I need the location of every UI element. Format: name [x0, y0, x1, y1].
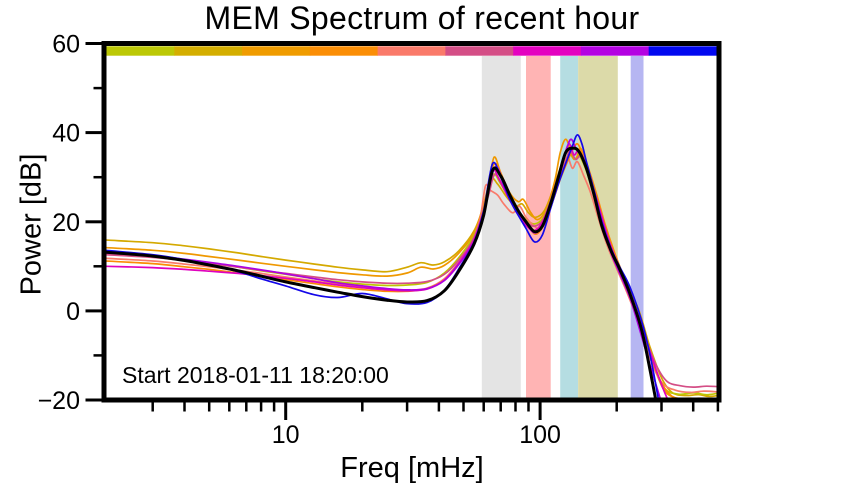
- y-tick-label: 0: [66, 298, 80, 326]
- time-segment-9: [648, 46, 717, 56]
- chart-title: MEM Spectrum of recent hour: [204, 0, 640, 36]
- y-tick-label: 60: [52, 31, 80, 59]
- time-segment-3: [242, 46, 311, 56]
- time-segment-7: [513, 46, 582, 56]
- series-black: [106, 146, 657, 398]
- band-lavender: [630, 56, 644, 398]
- time-segment-4: [309, 46, 378, 56]
- start-time-annotation: Start 2018-01-11 18:20:00: [122, 362, 389, 388]
- frequency-bands: [481, 56, 644, 398]
- y-tick-label: 20: [52, 209, 80, 237]
- x-tick-label: 10: [272, 421, 300, 449]
- spectra-curves: [106, 134, 717, 398]
- axes-frame: [101, 41, 722, 403]
- time-segment-1: [106, 46, 175, 56]
- y-axis-title: Power [dB]: [15, 153, 48, 296]
- y-tick-label: 40: [52, 120, 80, 148]
- band-olive: [578, 56, 618, 398]
- time-segment-2: [174, 46, 243, 56]
- y-tick-label: −20: [38, 387, 80, 415]
- time-segment-8: [580, 46, 650, 56]
- series-salmon: [106, 156, 717, 394]
- band-gray: [481, 56, 521, 398]
- x-tick-label: 100: [519, 421, 561, 449]
- series-gold: [106, 149, 717, 398]
- x-axis-title: Freq [mHz]: [340, 452, 484, 484]
- time-segment-6: [445, 46, 514, 56]
- time-segment-5: [377, 46, 446, 56]
- axis-ticks: 10 100 60 40 20 0 −20: [38, 31, 720, 449]
- time-segment-bar: [106, 46, 717, 56]
- band-teal: [560, 56, 578, 398]
